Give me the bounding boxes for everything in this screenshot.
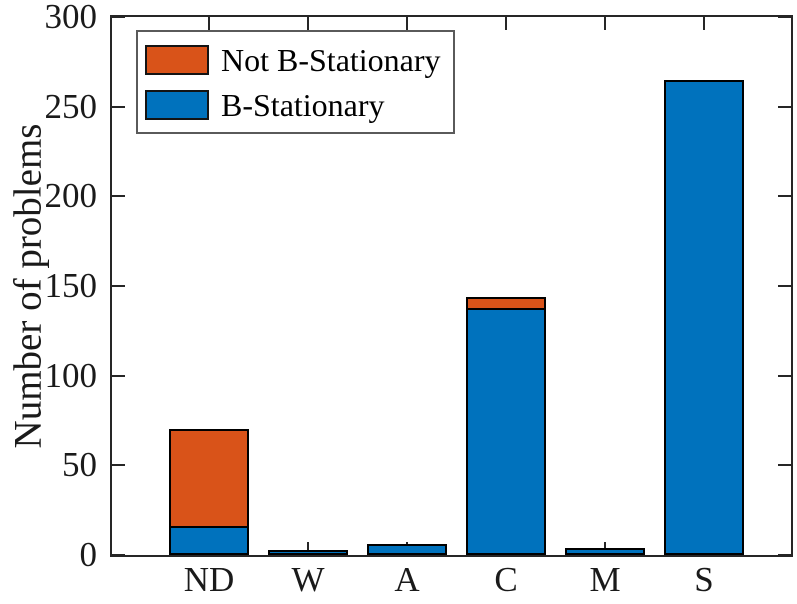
y-tick-mark (112, 285, 125, 287)
y-tick-mark (112, 374, 125, 377)
y-tick-mark (112, 105, 125, 108)
y-tick-label: 250 (44, 86, 98, 126)
bar-segment-nd-not-b-stationary (169, 429, 249, 528)
bar-segment-nd-b-stationary (169, 526, 249, 555)
y-tick-mark-mirror (778, 285, 791, 287)
y-tick-label: 100 (44, 355, 98, 395)
legend-item-not-b-stationary: Not B-Stationary (145, 37, 441, 82)
x-tick-label: ND (183, 560, 235, 599)
x-tick-mark-mirror (208, 17, 210, 30)
y-tick-mark-mirror (778, 554, 791, 556)
x-tick-mark-mirror (406, 17, 408, 30)
legend-item-b-stationary: B-Stationary (145, 82, 441, 127)
y-tick-label: 150 (44, 265, 98, 305)
y-tick-mark-mirror (778, 374, 791, 377)
legend-swatch-not-b-stationary (145, 44, 209, 75)
y-tick-mark-mirror (778, 195, 791, 198)
y-tick-mark-mirror (778, 16, 791, 18)
x-tick-label: C (494, 560, 518, 599)
x-tick-label: M (589, 560, 621, 599)
x-tick-mark-mirror (604, 17, 606, 30)
y-tick-label: 50 (62, 445, 97, 485)
y-tick-label: 0 (79, 534, 98, 574)
y-tick-mark (112, 464, 125, 467)
x-tick-mark-mirror (703, 17, 705, 30)
x-tick-mark (307, 542, 309, 555)
y-tick-mark (112, 195, 125, 198)
bar-segment-c-b-stationary (466, 308, 546, 555)
legend-label-b-stationary: B-Stationary (221, 86, 385, 123)
bar-segment-c-not-b-stationary (466, 297, 546, 310)
y-tick-mark-mirror (778, 105, 791, 108)
bar-segment-m-b-stationary (565, 548, 645, 555)
y-tick-mark (112, 554, 125, 556)
bar-segment-w-b-stationary (268, 550, 348, 555)
y-tick-mark-mirror (778, 464, 791, 467)
y-tick-label: 200 (44, 176, 98, 216)
x-tick-label: W (291, 560, 325, 599)
y-tick-mark (112, 16, 125, 18)
legend-label-not-b-stationary: Not B-Stationary (221, 41, 441, 78)
x-tick-label: A (394, 560, 420, 599)
bar-segment-a-b-stationary (367, 544, 447, 555)
x-tick-label: S (694, 560, 714, 599)
y-tick-label: 300 (44, 0, 98, 36)
x-tick-mark-mirror (505, 17, 507, 30)
legend: Not B-Stationary B-Stationary (136, 30, 455, 134)
bar-segment-s-b-stationary (664, 80, 744, 555)
x-tick-mark-mirror (307, 17, 309, 30)
legend-swatch-b-stationary (145, 89, 209, 120)
